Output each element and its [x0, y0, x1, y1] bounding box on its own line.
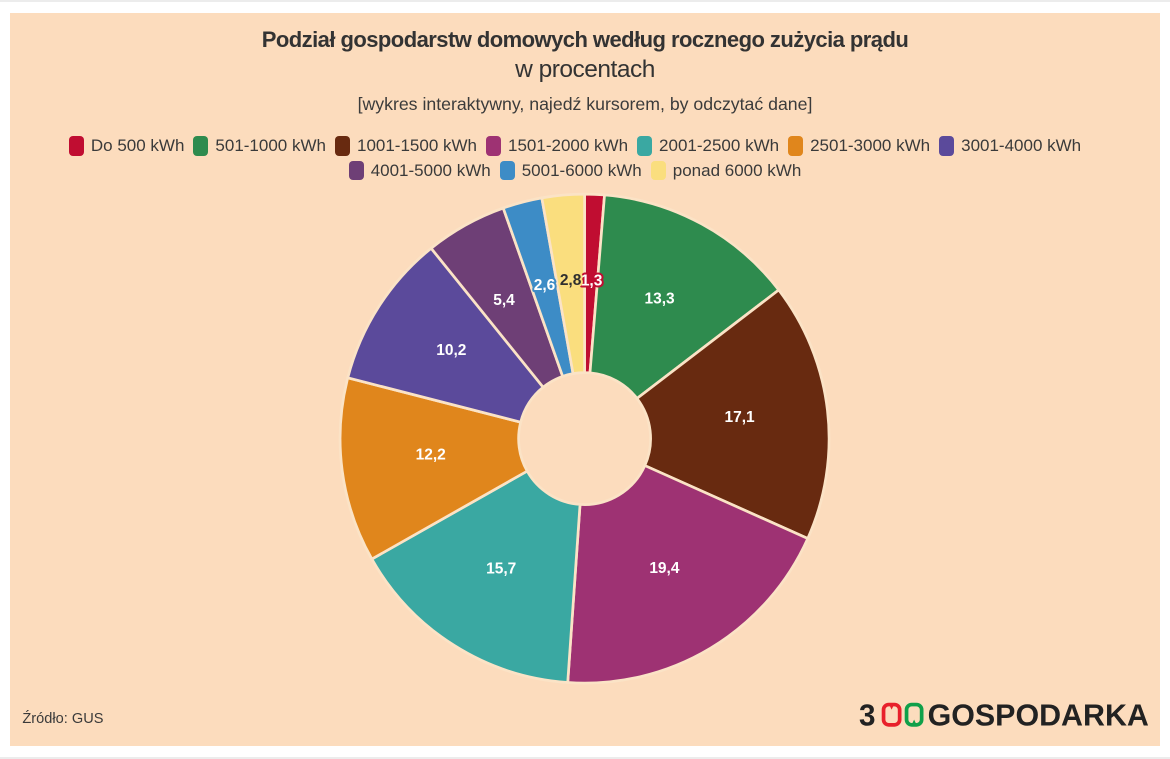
- svg-text:15,7: 15,7: [486, 560, 516, 577]
- svg-text:12,2: 12,2: [416, 447, 446, 464]
- svg-text:19,4: 19,4: [649, 560, 680, 577]
- svg-text:1,3: 1,3: [581, 272, 603, 289]
- svg-text:13,3: 13,3: [645, 291, 676, 308]
- svg-text:3: 3: [859, 700, 876, 728]
- svg-text:2,8: 2,8: [560, 272, 582, 289]
- svg-text:GOSPODARKA: GOSPODARKA: [927, 700, 1148, 728]
- svg-text:2,6: 2,6: [534, 277, 556, 294]
- svg-text:10,2: 10,2: [436, 342, 466, 359]
- svg-text:5,4: 5,4: [493, 292, 515, 309]
- svg-text:17,1: 17,1: [725, 409, 756, 426]
